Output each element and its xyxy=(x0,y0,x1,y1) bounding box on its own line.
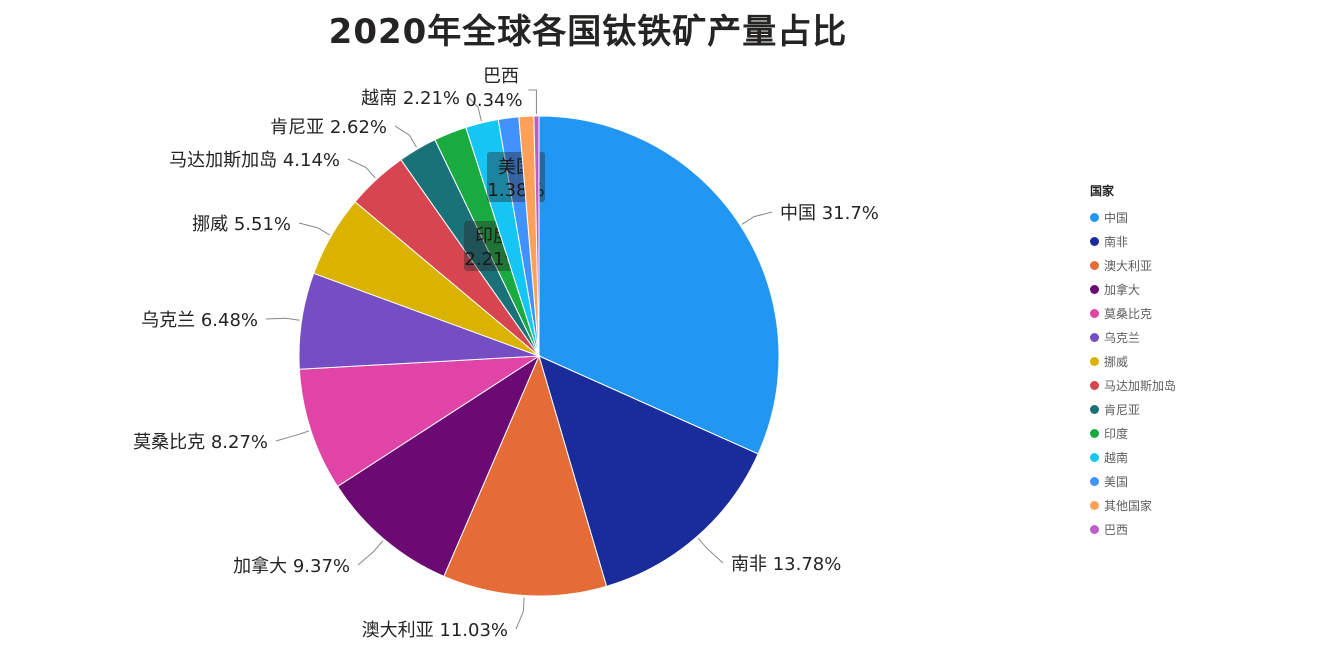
legend-label: 肯尼亚 xyxy=(1104,402,1141,417)
legend-marker xyxy=(1090,212,1099,222)
legend-label: 南非 xyxy=(1104,234,1129,249)
legend-marker xyxy=(1090,284,1099,294)
pie-slice-加拿大[interactable] xyxy=(336,354,541,577)
legend-label: 莫桑比克 xyxy=(1104,306,1153,321)
leader-line-澳大利亚 xyxy=(515,597,525,630)
chart-title: 2020年全球各国钛铁矿产量占比 xyxy=(328,12,848,52)
legend-marker xyxy=(1090,452,1099,462)
legend-label: 澳大利亚 xyxy=(1104,258,1153,273)
pie-slice-澳大利亚[interactable] xyxy=(443,354,608,597)
legend-item-肯尼亚[interactable]: 肯尼亚 xyxy=(1090,397,1176,421)
legend-label: 加拿大 xyxy=(1104,282,1141,297)
legend-marker xyxy=(1090,332,1099,342)
leader-line-越南 xyxy=(467,96,482,122)
leader-line-马达加斯加岛 xyxy=(347,158,376,179)
pie-slice-莫桑比克[interactable] xyxy=(298,355,541,488)
legend-item-其他国家[interactable]: 其他国家 xyxy=(1090,493,1176,517)
legend-marker xyxy=(1090,428,1099,438)
leader-line-莫桑比克 xyxy=(275,430,310,442)
data-label-乌克兰: 乌克兰 6.48% xyxy=(141,310,258,331)
legend-item-莫桑比克[interactable]: 莫桑比克 xyxy=(1090,301,1176,325)
legend-item-乌克兰[interactable]: 乌克兰 xyxy=(1090,325,1176,349)
legend-marker xyxy=(1090,308,1099,318)
leader-line-南非 xyxy=(697,537,724,564)
leader-line-肯尼亚 xyxy=(394,125,417,148)
legend-item-越南[interactable]: 越南 xyxy=(1090,445,1176,469)
data-label-越南: 越南 2.21% xyxy=(361,88,460,109)
data-label-中国: 中国 31.7% xyxy=(780,203,879,224)
legend-item-中国[interactable]: 中国 xyxy=(1090,205,1176,229)
legend-marker xyxy=(1090,380,1099,390)
legend-marker xyxy=(1090,500,1099,510)
legend-item-美国[interactable]: 美国 xyxy=(1090,469,1176,493)
legend-label: 挪威 xyxy=(1104,354,1129,369)
pie-slice-南非[interactable] xyxy=(538,355,759,587)
legend-marker xyxy=(1090,524,1099,534)
legend-label: 美国 xyxy=(1104,474,1129,489)
data-label-name-巴西: 巴西 xyxy=(483,66,519,87)
legend-label: 中国 xyxy=(1104,210,1129,225)
leader-line-加拿大 xyxy=(357,540,384,566)
pie-slice-中国[interactable] xyxy=(538,115,780,455)
legend-item-加拿大[interactable]: 加拿大 xyxy=(1090,277,1176,301)
data-label-莫桑比克: 莫桑比克 8.27% xyxy=(133,432,268,453)
data-label-加拿大: 加拿大 9.37% xyxy=(233,555,350,577)
data-label-肯尼亚: 肯尼亚 2.62% xyxy=(270,117,387,138)
data-label-马达加斯加岛: 马达加斯加岛 4.14% xyxy=(169,150,340,171)
legend-label: 巴西 xyxy=(1104,522,1129,537)
legend-item-印度[interactable]: 印度 xyxy=(1090,421,1176,445)
legend-marker xyxy=(1090,236,1099,246)
legend-item-澳大利亚[interactable]: 澳大利亚 xyxy=(1090,253,1176,277)
data-label-澳大利亚: 澳大利亚 11.03% xyxy=(362,620,508,641)
leader-line-挪威 xyxy=(298,222,330,236)
legend-item-马达加斯加岛[interactable]: 马达加斯加岛 xyxy=(1090,373,1176,397)
legend-label: 马达加斯加岛 xyxy=(1104,378,1177,393)
data-label-挪威: 挪威 5.51% xyxy=(192,214,291,235)
legend-label: 乌克兰 xyxy=(1104,330,1141,345)
legend-label: 越南 xyxy=(1104,450,1129,465)
legend-item-南非[interactable]: 南非 xyxy=(1090,229,1176,253)
data-label-南非: 南非 13.78% xyxy=(731,554,841,575)
legend-marker xyxy=(1090,476,1099,486)
legend: 国家 中国南非澳大利亚加拿大莫桑比克乌克兰挪威马达加斯加岛 肯尼亚印度越南美国其他… xyxy=(1090,182,1176,541)
legend-item-挪威[interactable]: 挪威 xyxy=(1090,349,1176,373)
legend-item-巴西[interactable]: 巴西 xyxy=(1090,517,1176,541)
legend-marker xyxy=(1090,356,1099,366)
legend-label: 印度 xyxy=(1104,426,1129,441)
legend-marker xyxy=(1090,404,1099,414)
leader-line-巴西 xyxy=(528,89,537,115)
legend-marker xyxy=(1090,260,1099,270)
legend-label: 其他国家 xyxy=(1104,498,1153,513)
pie-slice-巴西[interactable] xyxy=(533,115,540,357)
data-label-value-巴西: 0.34% xyxy=(465,90,522,111)
leader-line-中国 xyxy=(741,211,773,225)
leader-line-乌克兰 xyxy=(265,317,300,321)
legend-title: 国家 xyxy=(1090,184,1115,198)
